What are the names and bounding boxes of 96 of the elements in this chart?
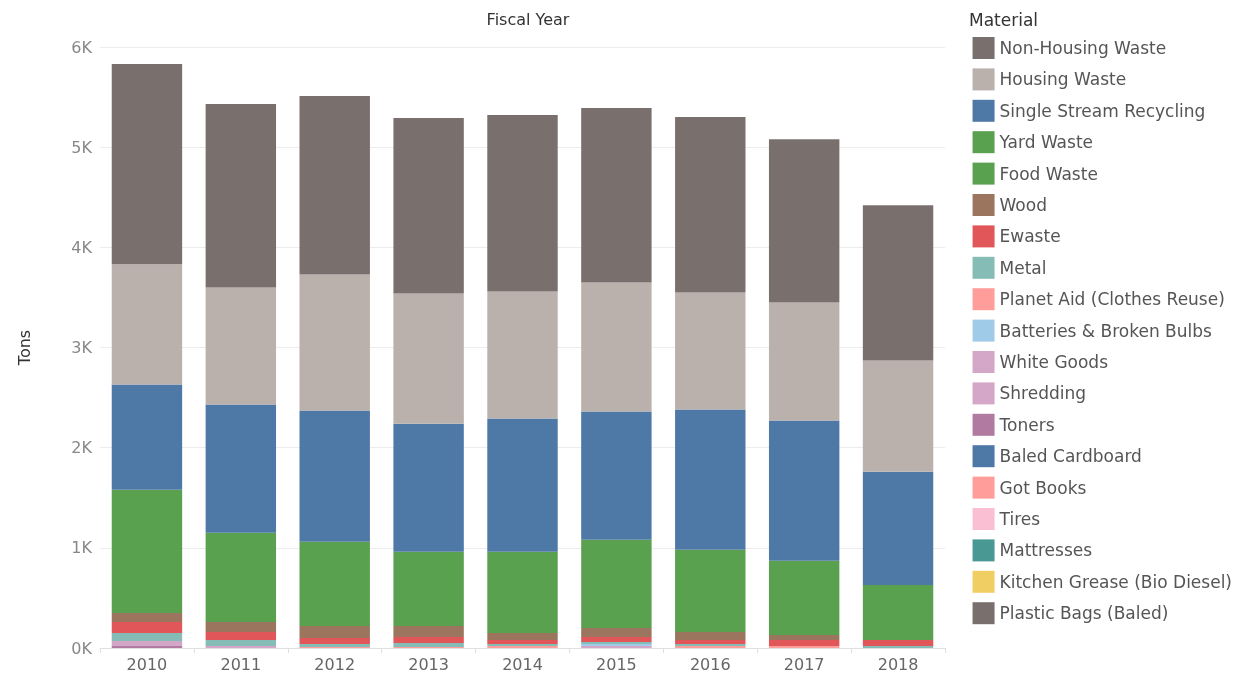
bar — [675, 549, 746, 632]
bar — [862, 471, 934, 585]
bar — [581, 539, 652, 628]
legend-label: Ewaste — [999, 226, 1061, 247]
bar — [205, 639, 277, 646]
bar — [393, 551, 464, 626]
bar — [581, 627, 652, 637]
bar — [299, 274, 370, 411]
bar — [768, 302, 840, 421]
bar — [487, 115, 558, 292]
y-tick-label: 1K — [71, 538, 93, 558]
bar — [581, 411, 652, 540]
legend-label: Shredding — [999, 383, 1087, 404]
bar — [393, 625, 464, 637]
x-tick-label: 2011 — [220, 654, 262, 674]
x-tick-label: 2010 — [126, 654, 168, 674]
bar — [205, 621, 277, 632]
bar — [487, 639, 558, 644]
bar — [487, 291, 558, 419]
bar — [299, 643, 370, 647]
bar — [862, 360, 934, 472]
x-tick-label: 2013 — [408, 654, 449, 674]
y-tick-label: 4K — [71, 237, 93, 257]
legend-label: Yard Waste — [998, 132, 1094, 153]
bar — [111, 621, 183, 633]
legend-label: Metal — [999, 257, 1047, 278]
bar — [862, 639, 934, 646]
legend-label: Plastic Bags (Baled) — [999, 603, 1169, 624]
bar — [205, 104, 277, 288]
bar — [768, 139, 840, 303]
bar — [111, 489, 183, 613]
bar — [862, 205, 934, 361]
x-tick-label: 2012 — [314, 654, 356, 674]
legend-label: Housing Waste — [999, 69, 1127, 90]
legend-label: Wood — [999, 195, 1047, 215]
legend-label: Baled Cardboard — [999, 446, 1142, 467]
bar — [205, 532, 277, 622]
bar — [111, 384, 183, 490]
bar — [393, 642, 464, 647]
x-tick-label: 2014 — [502, 654, 543, 674]
legend-label: Food Waste — [999, 163, 1098, 184]
x-tick-label: 2015 — [596, 654, 637, 674]
bar — [393, 118, 464, 294]
x-axis-title: Fiscal Year — [486, 9, 570, 29]
bar — [862, 584, 934, 640]
bar — [111, 264, 183, 385]
bar — [205, 287, 277, 405]
legend-label: Toners — [998, 414, 1055, 435]
x-tick-label: 2017 — [783, 654, 825, 674]
bar — [111, 612, 183, 622]
legend-title: Material — [969, 9, 1039, 30]
y-tick-label: 2K — [71, 438, 93, 458]
legend-label: Tires — [998, 509, 1041, 529]
legend-label: Got Books — [999, 477, 1087, 498]
y-tick-label: 0K — [71, 638, 93, 658]
bar — [393, 423, 464, 552]
bar — [675, 117, 746, 293]
legend-label: Planet Aid (Clothes Reuse) — [999, 289, 1225, 310]
legend-label: Single Stream Recycling — [999, 100, 1206, 121]
legend-label: Batteries & Broken Bulbs — [999, 320, 1213, 341]
bar — [299, 410, 370, 542]
bar — [675, 409, 746, 550]
y-axis-title: Tons — [14, 329, 34, 367]
bar — [581, 282, 652, 412]
bar — [675, 631, 746, 640]
legend-label: Mattresses — [999, 540, 1093, 561]
y-tick-label: 5K — [71, 137, 93, 157]
bar — [675, 639, 746, 644]
bar — [581, 636, 652, 642]
bar — [768, 420, 840, 561]
bar — [487, 551, 558, 633]
bar — [768, 560, 840, 635]
bar — [487, 632, 558, 640]
bar — [393, 293, 464, 424]
y-tick-label: 3K — [71, 338, 93, 357]
legend-label: Non-Housing Waste — [999, 38, 1167, 58]
bar — [299, 96, 370, 275]
bar — [111, 64, 183, 265]
bar — [581, 108, 652, 283]
bar — [768, 634, 840, 640]
bar — [205, 404, 277, 533]
bar — [111, 640, 183, 644]
bar — [768, 639, 840, 646]
bar — [487, 418, 558, 552]
x-tick-label: 2018 — [877, 654, 919, 674]
bar — [675, 292, 746, 410]
bar — [393, 636, 464, 643]
bar — [205, 631, 277, 640]
bar — [299, 541, 370, 626]
legend-label: Kitchen Grease (Bio Diesel) — [999, 571, 1233, 592]
bar — [299, 625, 370, 638]
bar — [299, 637, 370, 644]
legend-label: White Goods — [999, 352, 1109, 372]
x-tick-label: 2016 — [689, 654, 731, 674]
y-tick-label: 6K — [71, 37, 93, 57]
bar — [111, 632, 183, 641]
